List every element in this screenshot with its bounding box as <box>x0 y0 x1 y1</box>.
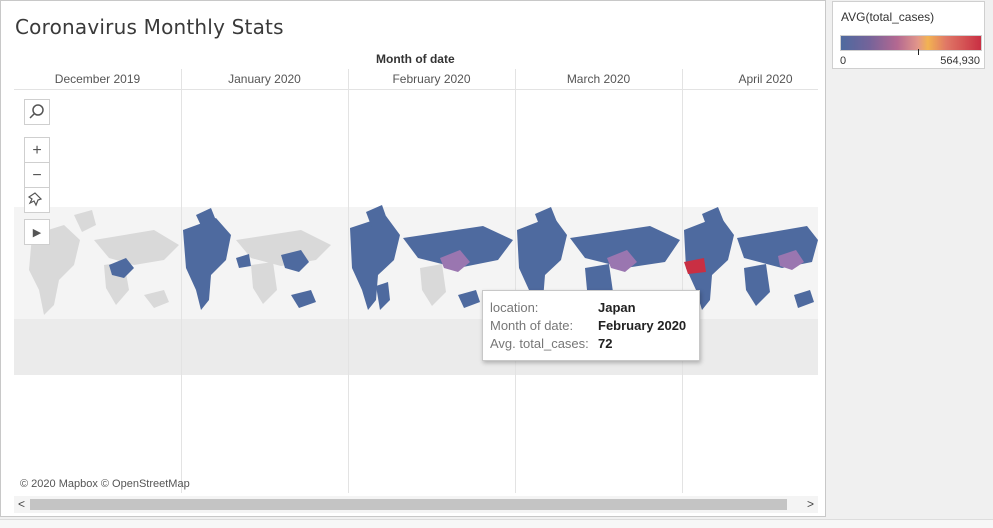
month-header-jan-2020: January 2020 <box>228 72 301 86</box>
tooltip-location-label: location: <box>490 300 539 315</box>
horizontal-scrollbar[interactable]: < > <box>14 496 818 513</box>
land-africa <box>744 264 770 306</box>
window-bottom-edge <box>0 519 993 528</box>
scroll-left-arrow[interactable]: < <box>18 497 26 511</box>
panel-divider <box>682 69 683 493</box>
land-australia <box>794 290 814 308</box>
land-usa <box>236 254 251 268</box>
color-legend[interactable]: AVG(total_cases) 0 564,930 <box>832 1 985 69</box>
land-americas <box>684 216 734 310</box>
land-australia <box>458 290 480 308</box>
map-panel-dec-2019[interactable] <box>29 210 179 315</box>
dashboard-panel: Coronavirus Monthly Stats Month of date … <box>0 0 826 517</box>
zoom-out-button[interactable]: − <box>24 162 50 188</box>
country-china <box>778 250 804 270</box>
country-china <box>109 258 134 278</box>
land-americas <box>517 216 567 310</box>
scrollbar-thumb[interactable] <box>30 499 787 510</box>
land-south-america <box>376 282 390 310</box>
tooltip-avg-value: 72 <box>598 336 613 351</box>
legend-title: AVG(total_cases) <box>841 10 935 24</box>
land-greenland <box>74 210 96 232</box>
land-eurasia <box>94 230 179 265</box>
expand-toolbar-button[interactable]: ▶ <box>24 219 50 245</box>
tooltip-month-row: Month of date: February 2020 <box>490 317 686 335</box>
map-panel-apr-2020[interactable] <box>684 207 818 310</box>
country-china <box>607 250 637 272</box>
land-australia <box>291 290 316 308</box>
legend-gradient <box>840 35 982 55</box>
land-americas <box>29 225 80 315</box>
land-greenland <box>702 207 724 230</box>
land-australia <box>144 290 169 308</box>
search-button[interactable] <box>24 99 50 125</box>
page-title: Coronavirus Monthly Stats <box>15 15 284 39</box>
column-header: Month of date <box>376 52 455 66</box>
month-header-dec-2019: December 2019 <box>54 72 141 86</box>
pin-icon <box>27 192 43 207</box>
legend-max-label: 564,930 <box>940 55 980 67</box>
country-usa <box>684 258 706 274</box>
country-china <box>440 250 470 272</box>
panel-divider <box>348 69 349 493</box>
map-attribution[interactable]: © 2020 Mapbox © OpenStreetMap <box>20 478 190 490</box>
month-header-mar-2020: March 2020 <box>566 72 631 86</box>
map-panel-feb-2020[interactable] <box>350 205 513 310</box>
land-africa <box>420 264 446 306</box>
map-panel-jan-2020[interactable] <box>183 208 331 310</box>
panel-divider <box>181 69 182 493</box>
scroll-right-arrow[interactable]: > <box>806 497 814 511</box>
month-header-row: December 2019 January 2020 February 2020… <box>14 69 818 90</box>
search-icon <box>29 104 44 119</box>
map-tooltip: location: Japan Month of date: February 20… <box>482 290 700 361</box>
land-eurasia <box>570 226 680 268</box>
month-header-apr-2020: April 2020 <box>738 72 793 86</box>
country-china <box>281 250 309 272</box>
land-americas <box>350 216 400 310</box>
legend-marker <box>918 49 919 55</box>
tooltip-location-row: location: Japan <box>490 299 636 317</box>
land-africa <box>251 262 277 304</box>
panel-divider <box>515 69 516 493</box>
month-header-feb-2020: February 2020 <box>392 72 471 86</box>
zoom-in-button[interactable]: + <box>24 137 50 163</box>
tooltip-avg-label: Avg. total_cases: <box>490 336 589 351</box>
pin-button[interactable] <box>24 187 50 213</box>
tooltip-month-label: Month of date: <box>490 318 574 333</box>
land-americas <box>183 218 231 310</box>
land-eurasia <box>403 226 513 268</box>
tooltip-avg-row: Avg. total_cases: 72 <box>490 335 612 353</box>
tooltip-month-value: February 2020 <box>598 318 687 333</box>
land-eurasia <box>236 230 331 266</box>
land-greenland <box>196 208 217 230</box>
land-greenland <box>366 205 388 228</box>
legend-min-label: 0 <box>840 55 847 67</box>
land-greenland <box>535 207 557 230</box>
tooltip-location-value: Japan <box>598 300 636 315</box>
